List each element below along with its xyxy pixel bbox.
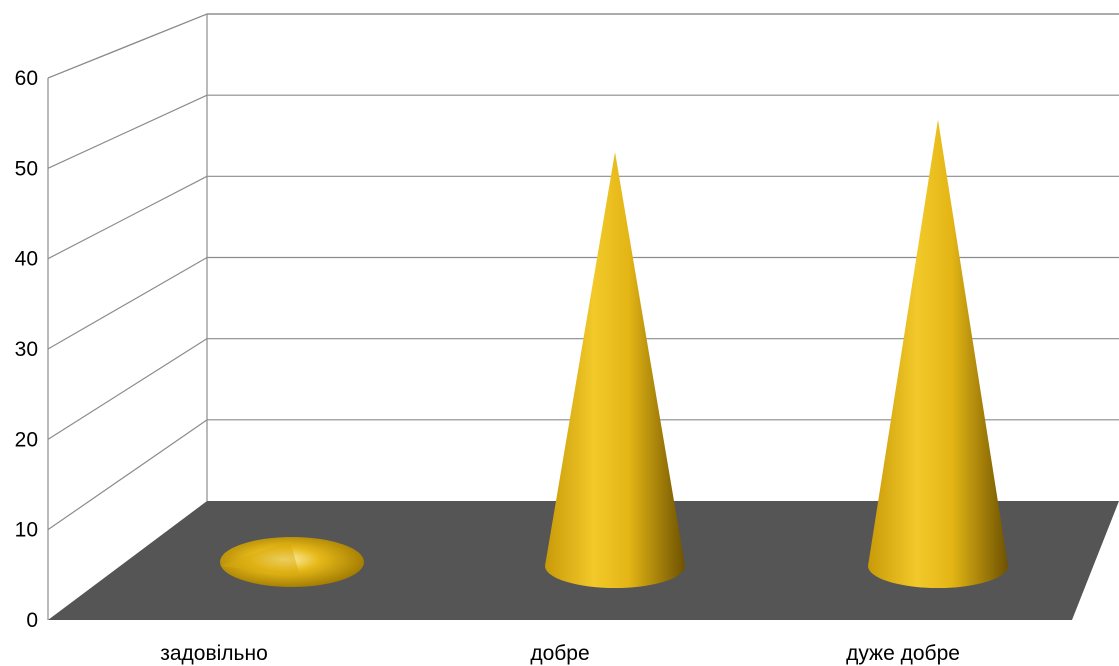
- cone-2: [545, 152, 685, 589]
- gridline-side: [47, 338, 208, 440]
- cone-3: [868, 119, 1008, 588]
- cones: [220, 119, 1008, 589]
- x-tick-label: задовільно: [160, 642, 268, 665]
- gridline-side: [47, 94, 208, 169]
- y-tick-label: 60: [15, 67, 38, 90]
- y-tick-label: 50: [15, 157, 38, 180]
- y-tick-label: 30: [15, 338, 38, 361]
- cone-1: [220, 537, 364, 587]
- y-tick-label: 20: [15, 428, 38, 451]
- gridlines: [47, 13, 1119, 531]
- gridline-side: [47, 13, 208, 79]
- cone-body: [545, 152, 685, 589]
- y-tick-label: 10: [15, 519, 38, 542]
- gridline-side: [47, 419, 208, 531]
- x-axis-labels: задовільно добре дуже добре: [160, 642, 960, 665]
- y-tick-label: 40: [15, 248, 38, 271]
- cone-body: [868, 119, 1008, 588]
- gridline-side: [47, 175, 208, 260]
- y-axis-ticks: 0 10 20 30 40 50 60: [15, 67, 38, 632]
- x-tick-label: добре: [530, 642, 589, 665]
- gridline-side: [47, 256, 208, 350]
- y-tick-label: 0: [26, 609, 38, 632]
- x-tick-label: дуже добре: [846, 642, 960, 665]
